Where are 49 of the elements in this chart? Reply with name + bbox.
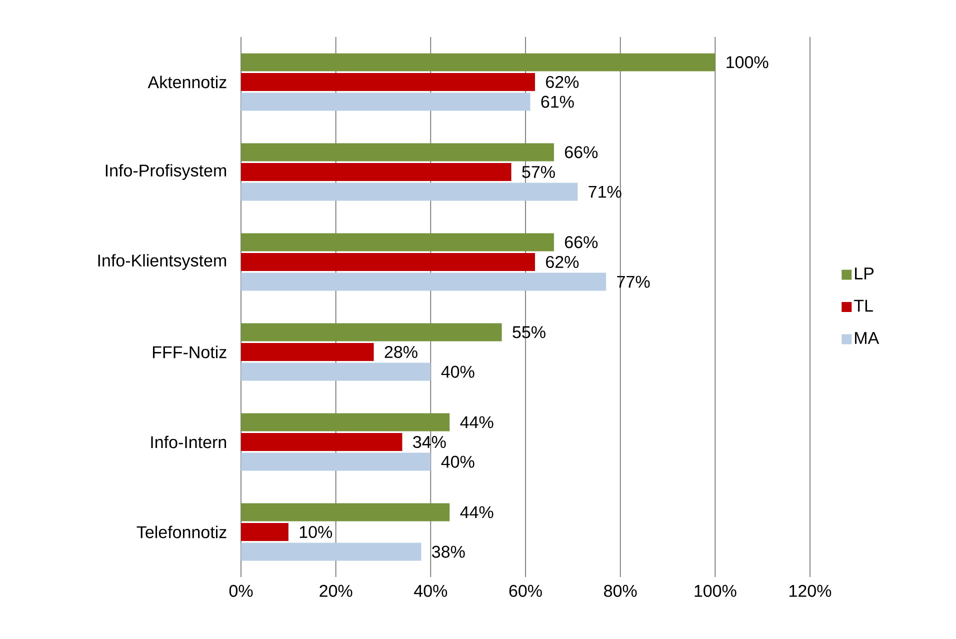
data-label: 62%	[546, 256, 579, 268]
data-label: 40%	[441, 366, 474, 378]
data-label: 66%	[565, 236, 598, 248]
bar	[241, 503, 450, 522]
data-label: 10%	[300, 526, 332, 538]
data-label: 44%	[460, 416, 494, 428]
y-tick-label: Info-Intern	[151, 436, 226, 448]
x-tick-label: 60%	[509, 584, 542, 597]
x-tick-label: 0%	[229, 584, 253, 597]
data-label: 57%	[522, 166, 555, 178]
y-tick-label: Info-Klientsystem	[98, 254, 226, 270]
bar	[241, 92, 530, 111]
bar	[241, 432, 402, 451]
bar	[241, 182, 578, 201]
bar	[241, 252, 535, 271]
data-label: 66%	[565, 146, 598, 158]
bar	[241, 233, 554, 252]
x-tick-label: 20%	[320, 584, 352, 597]
y-tick-label: Info-Profisystem	[106, 164, 226, 180]
bar	[241, 413, 450, 432]
data-label: 40%	[441, 456, 474, 468]
bar	[241, 73, 535, 91]
data-label: 28%	[384, 346, 418, 358]
data-label: 38%	[432, 546, 465, 558]
bar	[241, 452, 431, 471]
legend-label: TL	[854, 300, 873, 312]
bar	[241, 272, 606, 291]
data-label: 55%	[512, 326, 546, 338]
legend-label: LP	[855, 268, 874, 280]
legend-label: MA	[855, 332, 880, 344]
bar	[241, 542, 422, 561]
x-tick-label: 80%	[604, 584, 637, 597]
bar	[241, 362, 431, 381]
data-label: 62%	[546, 76, 579, 88]
y-tick-label: Aktennotiz	[148, 76, 226, 88]
data-label: 100%	[726, 56, 768, 68]
bar	[241, 522, 288, 541]
bar	[241, 162, 512, 181]
data-label: 44%	[460, 506, 494, 518]
y-tick-label: Telefonnotiz	[136, 526, 226, 538]
bar	[241, 342, 374, 361]
bar	[241, 323, 502, 342]
data-label: 61%	[541, 96, 574, 108]
x-tick-label: 100%	[694, 584, 736, 597]
y-tick-label: FFF-Notiz	[152, 346, 226, 358]
x-tick-label: 120%	[790, 584, 832, 597]
bar	[241, 53, 716, 72]
x-tick-label: 40%	[414, 584, 448, 597]
bar	[241, 143, 554, 162]
